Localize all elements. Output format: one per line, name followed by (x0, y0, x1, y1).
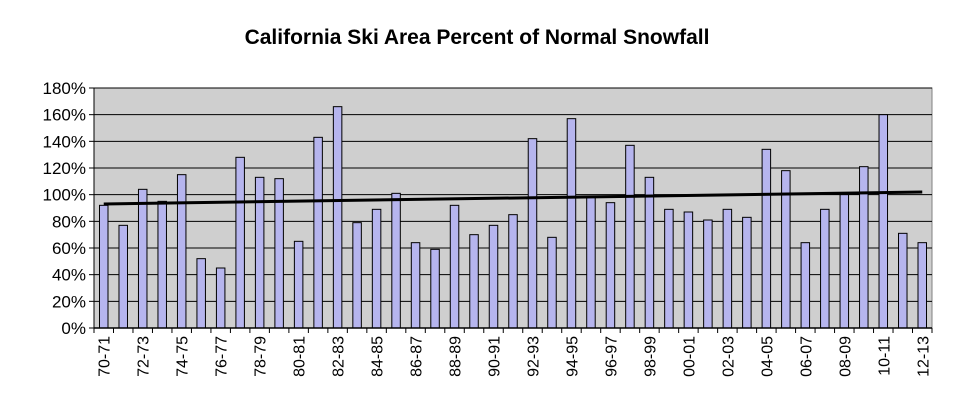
x-tick-label: 78-79 (253, 336, 270, 377)
x-tick-label: 96-97 (603, 336, 620, 377)
bar (235, 156, 245, 329)
bar (508, 214, 518, 329)
bar (644, 176, 655, 329)
bar (254, 176, 265, 329)
y-tick-label: 100% (43, 186, 86, 205)
bar (449, 204, 460, 329)
y-tick-label: 180% (43, 79, 86, 98)
bar (820, 208, 830, 329)
y-axis-ticks: 0% 20% 40% 60% 80% 100% 120% 140% 160% 180% (43, 79, 94, 338)
x-tick-label: 80-81 (292, 336, 309, 377)
y-tick-label: 160% (43, 106, 86, 125)
x-tick-label: 76-77 (214, 336, 231, 377)
y-tick-label: 0% (61, 319, 86, 338)
bar (215, 267, 226, 329)
bar (469, 234, 479, 329)
x-tick-label: 12-13 (915, 336, 932, 377)
bar (118, 224, 128, 329)
bar (332, 106, 343, 329)
bar (98, 204, 109, 329)
bar (391, 192, 401, 329)
bar (761, 148, 772, 329)
x-tick-label: 82-83 (331, 336, 348, 377)
bar (625, 144, 635, 329)
x-tick-label: 02-03 (720, 336, 737, 377)
bar (605, 202, 616, 329)
y-tick-label: 60% (52, 239, 86, 258)
y-tick-label: 80% (52, 212, 86, 231)
bar (586, 195, 596, 329)
trendline-group (103, 190, 923, 206)
bar (722, 208, 733, 329)
bar (176, 174, 187, 329)
bar (371, 208, 382, 329)
bar (742, 216, 752, 329)
bar (878, 114, 889, 329)
bar (917, 242, 928, 329)
bar (196, 258, 206, 329)
bars (98, 106, 928, 329)
x-tick-label: 72-73 (136, 336, 153, 377)
x-tick-label: 74-75 (175, 336, 192, 377)
x-tick-label: 86-87 (409, 336, 426, 377)
x-tick-label: 94-95 (564, 336, 581, 377)
bar (430, 248, 440, 329)
x-tick-label: 90-91 (487, 336, 504, 377)
x-tick-label: 08-09 (837, 336, 854, 377)
bar (898, 232, 908, 329)
bar (527, 138, 538, 329)
bar (664, 208, 674, 329)
bar (683, 211, 694, 329)
x-tick-label: 88-89 (448, 336, 465, 377)
x-axis-ticks: 70-71 72-73 74-75 76-77 78-79 80-81 82-83 84-85… (93, 328, 933, 377)
y-tick-label: 120% (43, 159, 86, 178)
x-tick-label: 06-07 (798, 336, 815, 377)
bar (566, 118, 577, 329)
bar (703, 219, 713, 329)
x-tick-label: 98-99 (642, 336, 659, 377)
y-tick-label: 140% (43, 132, 86, 151)
bar (839, 194, 850, 329)
trendline (103, 190, 923, 206)
bar (293, 240, 304, 329)
x-tick-label: 92-93 (525, 336, 542, 377)
x-tick-label: 04-05 (759, 336, 776, 377)
x-tick-label: 00-01 (681, 336, 698, 377)
bar (410, 242, 421, 329)
y-tick-label: 40% (52, 266, 86, 285)
axes (93, 88, 932, 329)
bar (137, 188, 148, 329)
bar (800, 242, 811, 329)
chart-title: California Ski Area Percent of Normal Sn… (244, 26, 710, 49)
bar (859, 166, 869, 329)
bar (352, 222, 362, 329)
x-tick-label: 10-11 (876, 336, 893, 376)
bar (313, 136, 323, 329)
x-tick-label: 84-85 (370, 336, 387, 377)
y-tick-label: 20% (52, 292, 86, 311)
bar (547, 236, 557, 329)
bar (157, 200, 167, 329)
bar (488, 224, 499, 329)
x-tick-label: 70-71 (97, 336, 114, 377)
